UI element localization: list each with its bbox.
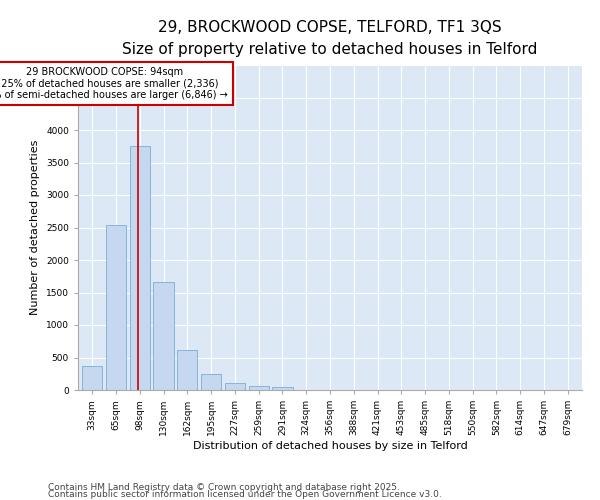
Bar: [130, 146, 150, 390]
Bar: [82, 366, 103, 390]
Title: 29, BROCKWOOD COPSE, TELFORD, TF1 3QS
Size of property relative to detached hous: 29, BROCKWOOD COPSE, TELFORD, TF1 3QS Si…: [122, 20, 538, 57]
Bar: [154, 282, 173, 390]
Bar: [272, 388, 293, 390]
Text: Contains HM Land Registry data © Crown copyright and database right 2025.: Contains HM Land Registry data © Crown c…: [48, 484, 400, 492]
Text: 29 BROCKWOOD COPSE: 94sqm
← 25% of detached houses are smaller (2,336)
74% of se: 29 BROCKWOOD COPSE: 94sqm ← 25% of detac…: [0, 67, 228, 100]
X-axis label: Distribution of detached houses by size in Telford: Distribution of detached houses by size …: [193, 441, 467, 451]
Bar: [248, 386, 269, 390]
Bar: [106, 225, 126, 390]
Bar: [225, 383, 245, 390]
Bar: [177, 350, 197, 390]
Y-axis label: Number of detached properties: Number of detached properties: [31, 140, 40, 315]
Bar: [201, 374, 221, 390]
Text: Contains public sector information licensed under the Open Government Licence v3: Contains public sector information licen…: [48, 490, 442, 499]
